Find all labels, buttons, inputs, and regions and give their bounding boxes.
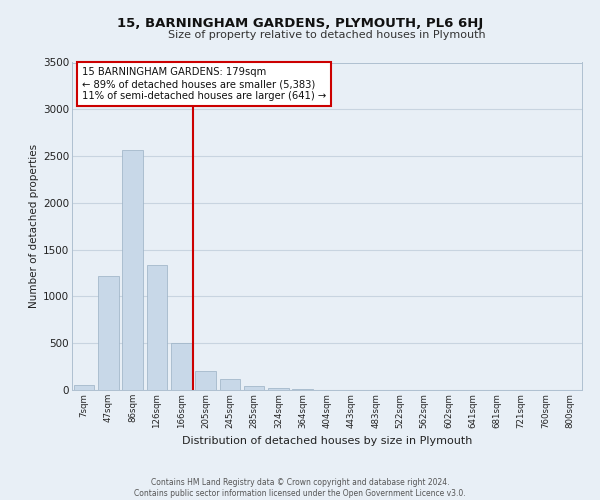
Bar xyxy=(146,264,167,390)
Bar xyxy=(268,388,289,390)
Text: 15 BARNINGHAM GARDENS: 179sqm
← 89% of detached houses are smaller (5,383)
11% o: 15 BARNINGHAM GARDENS: 179sqm ← 89% of d… xyxy=(82,68,326,100)
Bar xyxy=(220,379,240,390)
Y-axis label: Number of detached properties: Number of detached properties xyxy=(29,144,39,308)
Bar xyxy=(74,385,94,390)
Text: 15, BARNINGHAM GARDENS, PLYMOUTH, PL6 6HJ: 15, BARNINGHAM GARDENS, PLYMOUTH, PL6 6H… xyxy=(117,18,483,30)
Bar xyxy=(195,372,216,390)
Bar xyxy=(98,276,119,390)
X-axis label: Distribution of detached houses by size in Plymouth: Distribution of detached houses by size … xyxy=(182,436,472,446)
Bar xyxy=(122,150,143,390)
Title: Size of property relative to detached houses in Plymouth: Size of property relative to detached ho… xyxy=(168,30,486,40)
Text: Contains HM Land Registry data © Crown copyright and database right 2024.
Contai: Contains HM Land Registry data © Crown c… xyxy=(134,478,466,498)
Bar xyxy=(171,343,191,390)
Bar xyxy=(244,386,265,390)
Bar xyxy=(292,389,313,390)
